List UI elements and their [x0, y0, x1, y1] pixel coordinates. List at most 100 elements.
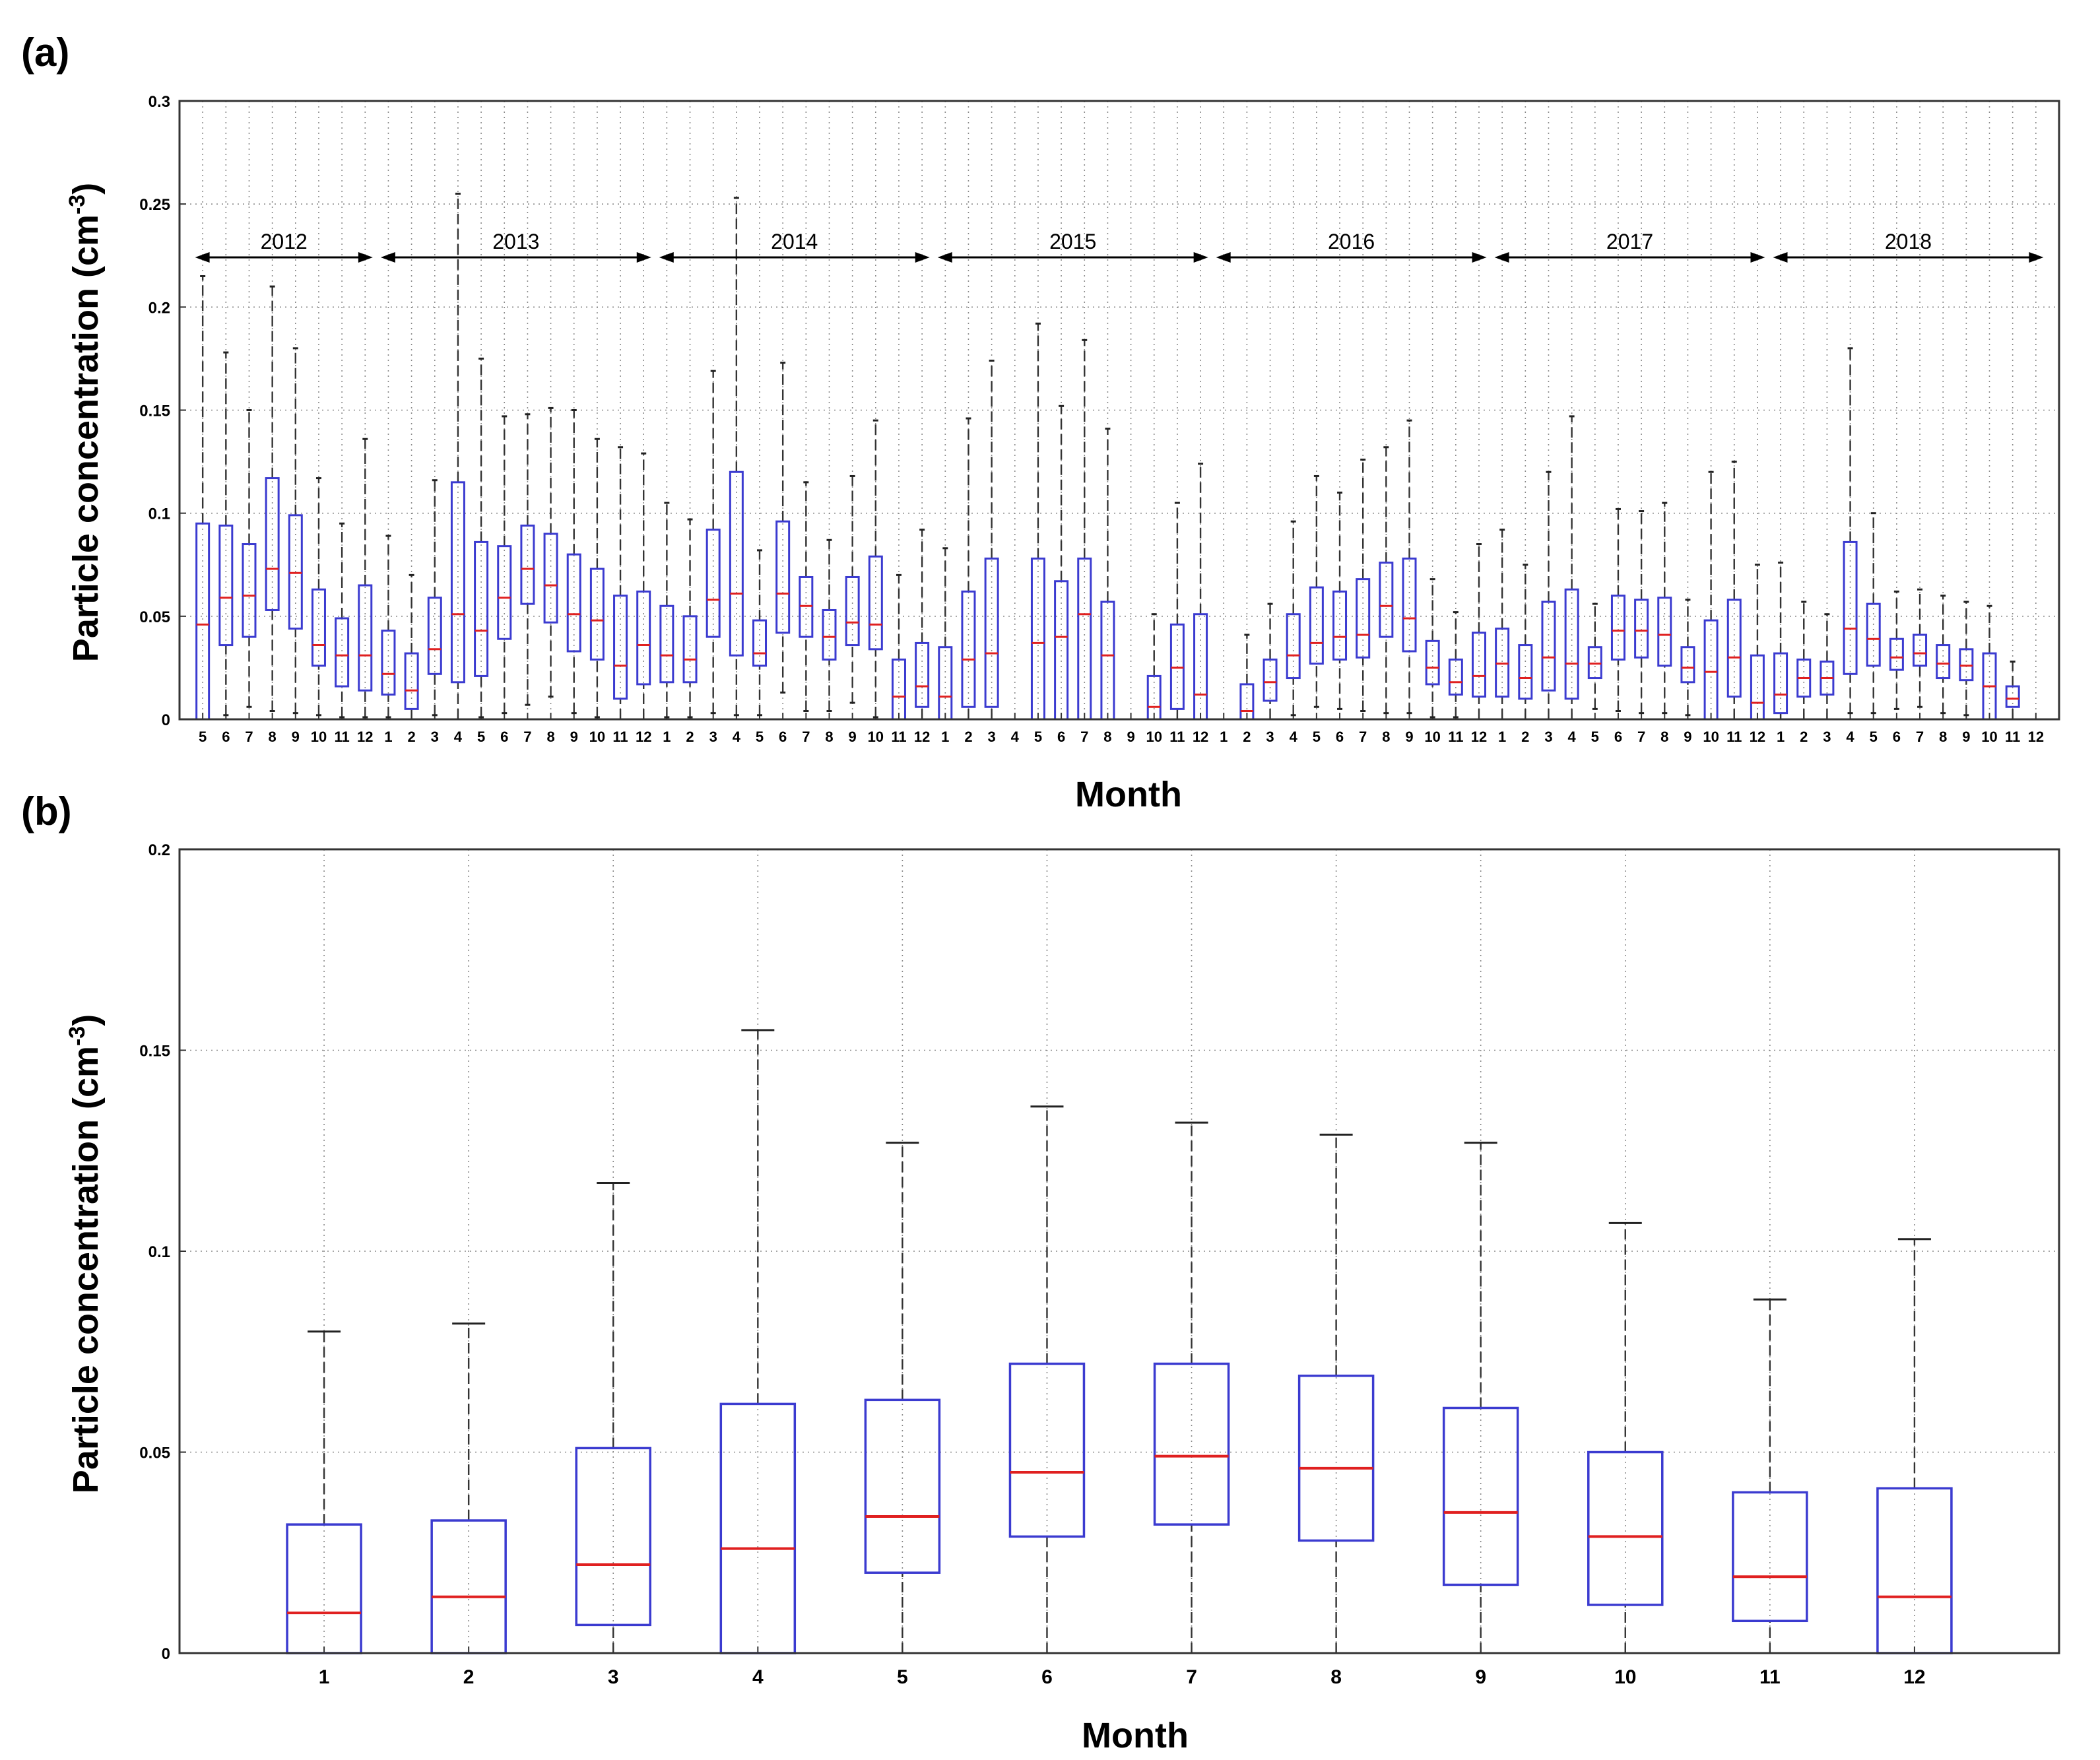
panel-a-ytick-label: 0.05: [139, 608, 170, 626]
box-iqr: [1286, 613, 1301, 680]
panel-a-xtick-label: 11: [1169, 729, 1185, 745]
year-arrow-left-head: [1773, 252, 1788, 263]
box-iqr: [575, 1447, 651, 1627]
panel-a-xtick-label: 8: [825, 729, 833, 745]
panel-a-xtick-label: 12: [1193, 729, 1208, 745]
panel-b-ytick-label: 0.2: [148, 841, 170, 859]
panel-a-xtick-label: 7: [245, 729, 253, 745]
box-iqr: [1448, 658, 1463, 696]
box-iqr: [729, 471, 744, 657]
panel-a-xtick-label: 9: [849, 729, 857, 745]
panel-b-xtick-label: 5: [897, 1666, 908, 1688]
year-arrow-left-head: [937, 252, 952, 263]
panel-a-xtick-label: 12: [1750, 729, 1765, 745]
panel-a-xtick-label: 7: [802, 729, 810, 745]
panel-a-xlabel: Month: [1075, 775, 1182, 814]
box-iqr: [450, 481, 465, 684]
box-iqr: [1726, 599, 1742, 698]
panel-a-xtick-label: 10: [1424, 729, 1440, 745]
year-arrow-right-head: [358, 252, 373, 263]
panel-a-xtick-label: 9: [292, 729, 300, 745]
panel-a-ytick-label: 0.25: [139, 196, 170, 214]
box-iqr: [218, 524, 234, 647]
panel-a-xtick-label: 10: [1146, 729, 1162, 745]
box-iqr: [265, 477, 280, 611]
year-label: 2012: [261, 230, 308, 253]
panel-a-xtick-label: 6: [1336, 729, 1344, 745]
box-iqr: [497, 545, 512, 640]
box-iqr: [335, 617, 350, 688]
panel-a-xtick-label: 6: [779, 729, 787, 745]
box-iqr: [404, 652, 419, 710]
panel-b-ytick-label: 0: [162, 1645, 170, 1663]
box-iqr: [543, 533, 558, 624]
panel-b-xtick-label: 1: [319, 1666, 330, 1688]
panel-b-xtick-label: 4: [752, 1666, 764, 1688]
panel-b-ytick-label: 0.1: [148, 1243, 170, 1261]
box-iqr: [1843, 540, 1858, 675]
panel-a-xtick-label: 3: [709, 729, 717, 745]
year-arrow-right-head: [915, 252, 930, 263]
year-label: 2018: [1885, 230, 1932, 253]
box-iqr: [613, 595, 628, 700]
year-label: 2015: [1049, 230, 1096, 253]
panel-a-xtick-label: 4: [1290, 729, 1298, 745]
panel-a-ytick-label: 0: [162, 711, 170, 729]
panel-a-xtick-label: 8: [546, 729, 554, 745]
year-arrow-right-head: [2029, 252, 2044, 263]
year-arrow-right-head: [636, 252, 651, 263]
panel-a-label: (a): [21, 30, 69, 75]
panel-a-xtick-label: 5: [1870, 729, 1878, 745]
year-arrow-left-head: [1216, 252, 1231, 263]
box-iqr: [381, 630, 396, 696]
panel-a-xtick-label: 12: [636, 729, 651, 745]
box-iqr: [358, 584, 373, 692]
panel-a-xtick-label: 1: [663, 729, 671, 745]
box-iqr: [288, 514, 303, 630]
panel-a-xtick-label: 2: [686, 729, 694, 745]
panel-b-ylabel-close: ): [66, 1014, 106, 1026]
box-iqr: [1332, 590, 1348, 661]
panel-a-ytick-label: 0.1: [148, 505, 170, 523]
year-arrow-left-head: [195, 252, 210, 263]
panel-a-xtick-label: 11: [1726, 729, 1742, 745]
panel-a-xtick-label: 9: [1962, 729, 1970, 745]
box-iqr: [822, 608, 837, 661]
panel-a-xtick-label: 3: [987, 729, 995, 745]
box-iqr: [1866, 603, 1881, 667]
panel-a-xtick-label: 1: [1498, 729, 1506, 745]
panel-a-xtick-label: 5: [1591, 729, 1599, 745]
panel-a-xtick-label: 9: [1405, 729, 1413, 745]
panel-a-xtick-label: 4: [454, 729, 463, 745]
panel-a-xtick-label: 11: [2005, 729, 2020, 745]
panel-b-xtick-label: 9: [1475, 1666, 1486, 1688]
panel-a-xtick-label: 9: [1684, 729, 1691, 745]
panel-b-xtick-label: 8: [1330, 1666, 1342, 1688]
panel-a-xtick-label: 6: [1893, 729, 1901, 745]
year-arrow-right-head: [1750, 252, 1765, 263]
year-arrow-left-head: [1494, 252, 1509, 263]
panel-b-xtick-label: 10: [1614, 1666, 1636, 1688]
year-label: 2014: [771, 230, 818, 253]
year-arrow-left-head: [659, 252, 674, 263]
panel-b-label: (b): [21, 789, 72, 833]
panel-a-xtick-label: 1: [1777, 729, 1785, 745]
panel-a-xtick-label: 10: [311, 729, 327, 745]
panel-a-xtick-label: 12: [1471, 729, 1487, 745]
box-iqr: [1309, 586, 1324, 665]
box-iqr: [1732, 1491, 1808, 1623]
box-iqr: [1356, 578, 1371, 659]
panel-a-xtick-label: 10: [1981, 729, 1997, 745]
panel-a-xtick-label: 11: [891, 729, 906, 745]
box-iqr: [2005, 685, 2020, 708]
panel-a-ytick-label: 0.15: [139, 403, 170, 420]
panel-a-xtick-label: 5: [1034, 729, 1042, 745]
box-iqr: [705, 529, 721, 638]
panel-b-xtick-label: 7: [1186, 1666, 1197, 1688]
box-iqr: [752, 619, 768, 667]
box-iqr: [984, 557, 999, 708]
box-iqr: [1587, 1450, 1664, 1606]
box-iqr: [868, 555, 883, 651]
panel-a-xtick-label: 5: [199, 729, 207, 745]
